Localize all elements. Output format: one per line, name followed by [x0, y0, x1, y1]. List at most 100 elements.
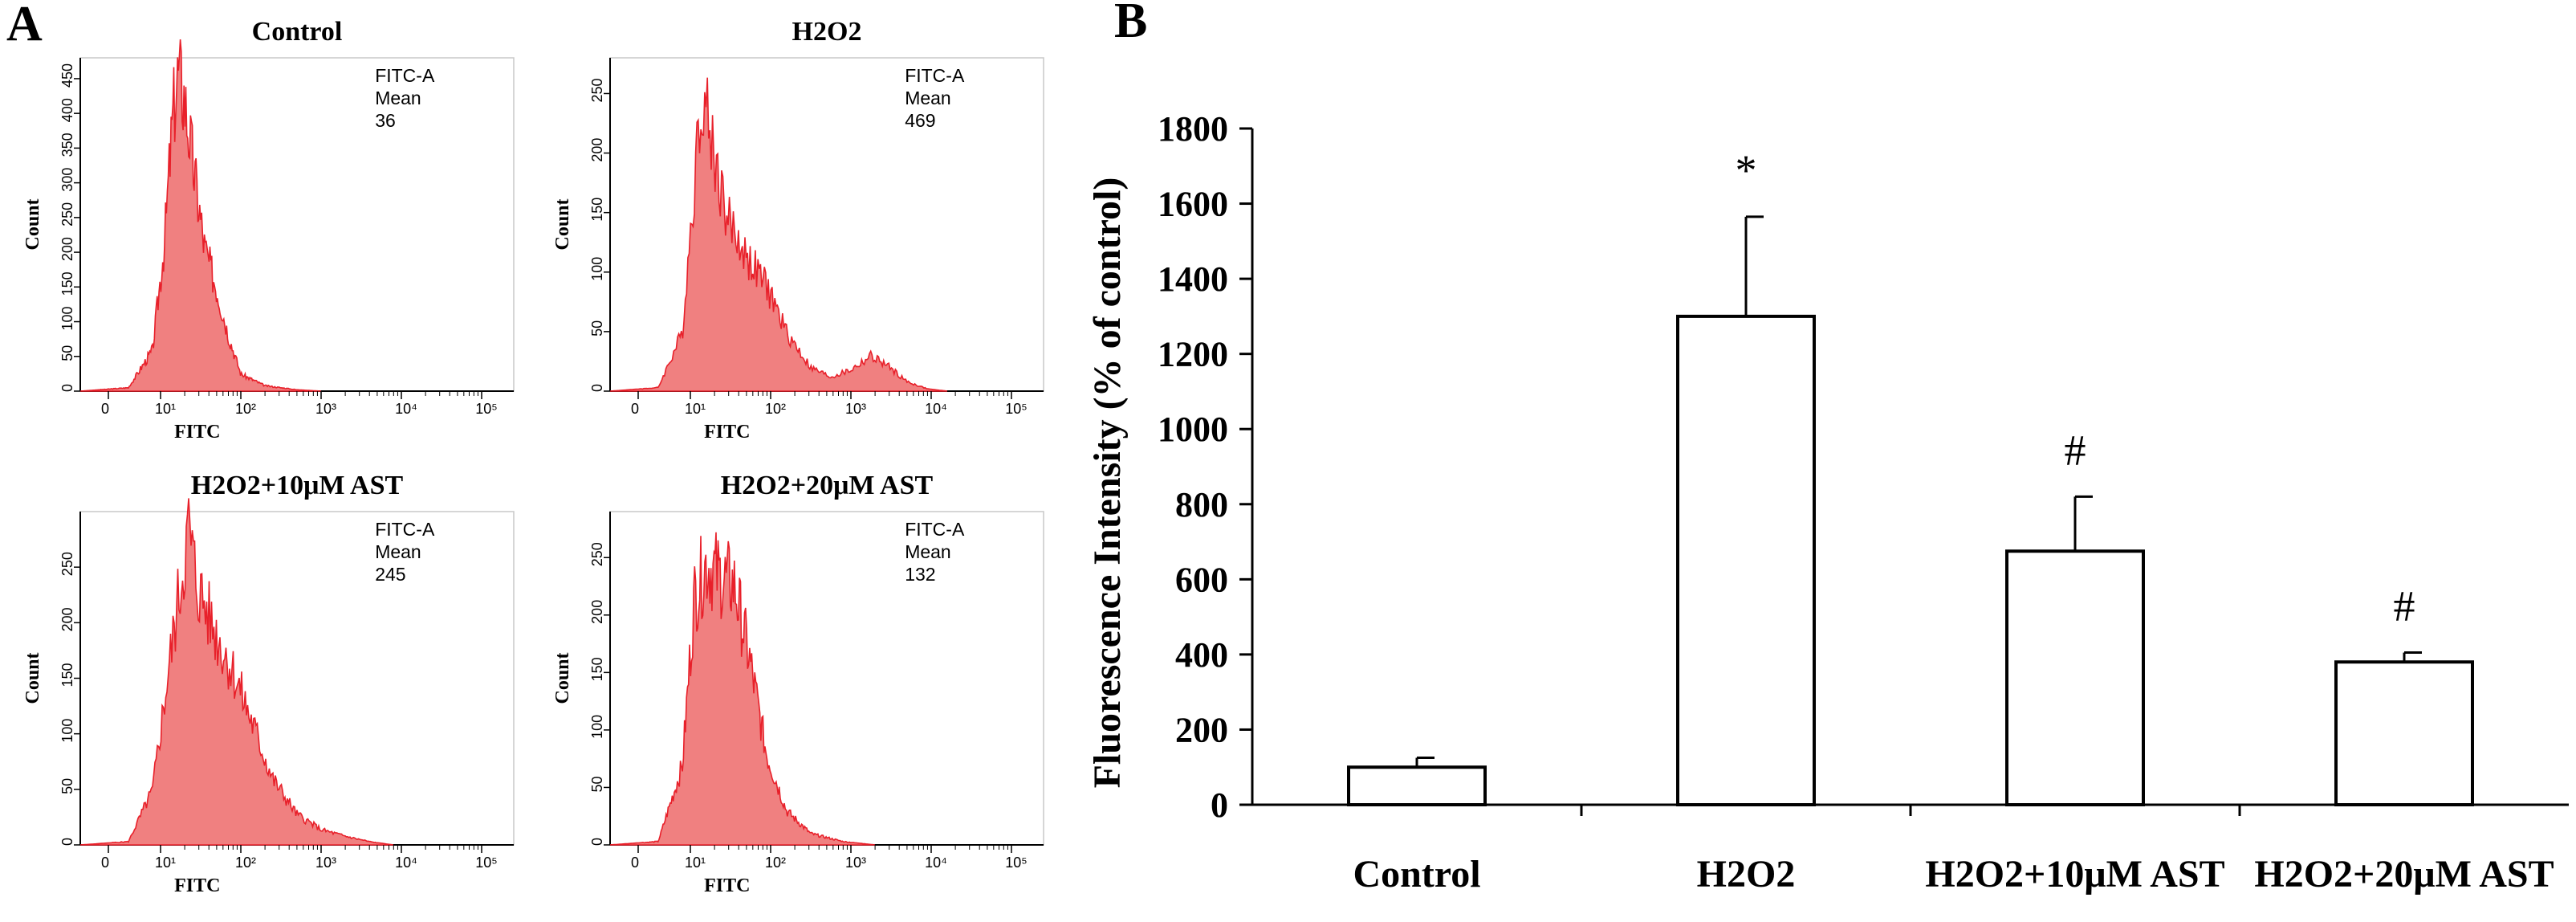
x-tick-label: 10¹ [685, 855, 706, 871]
stat-label: Mean [905, 88, 951, 108]
y-axis-title: Count [22, 652, 43, 704]
x-tick-label: 10² [765, 401, 786, 417]
x-tick-label: 0 [101, 855, 109, 871]
x-axis-title: FITC [174, 875, 220, 896]
histogram-distribution [79, 39, 322, 392]
y-tick-label: 250 [589, 542, 605, 566]
x-tick-label: 10⁴ [925, 855, 947, 871]
y-tick-label: 200 [59, 607, 75, 631]
histogram-control: Control 0 50 100 150 200 250 300 350 400 450 0 10¹ 10… [22, 17, 515, 443]
y-axis-title: Count [552, 198, 573, 250]
bar-y-tick-label: 1800 [1158, 109, 1228, 149]
x-tick-label: 0 [101, 401, 109, 417]
histogram-distribution [609, 532, 876, 846]
y-tick-label: 0 [589, 384, 605, 392]
bar-y-tick-label: 1600 [1158, 185, 1228, 224]
histogram-h2o2-10um-ast: H2O2+10μM AST 0 50 100 150 200 250 0 10¹ 10² 10³ 10… [22, 471, 515, 896]
histogram-distribution [79, 498, 394, 846]
y-tick-label: 150 [59, 271, 75, 296]
x-tick-label: 10⁴ [395, 855, 417, 871]
x-tick-label: 10⁴ [395, 401, 417, 417]
bar-significance-marker: # [2394, 582, 2415, 630]
bar-y-tick-label: 200 [1175, 710, 1228, 749]
x-tick-label: 0 [631, 401, 639, 417]
bar-y-tick-label: 1200 [1158, 335, 1228, 374]
stat-channel: FITC-A [905, 65, 965, 86]
x-tick-label: 10⁵ [475, 401, 497, 417]
bar-y-tick-label: 400 [1175, 635, 1228, 675]
y-axis-title: Count [552, 652, 573, 704]
y-tick-label: 250 [59, 552, 75, 576]
x-tick-label: 10³ [845, 855, 866, 871]
bar-chart: 0 200 400 600 800 1000 1200 1400 1600 1800 Fluores… [1086, 109, 2569, 895]
stat-channel: FITC-A [905, 519, 965, 540]
bar-y-tick-label: 0 [1211, 785, 1228, 825]
x-tick-label: 10⁴ [925, 401, 947, 417]
bar-y-tick-label: 1400 [1158, 259, 1228, 299]
y-tick-label: 50 [59, 778, 75, 794]
y-axis-title: Count [22, 198, 43, 250]
y-tick-label: 250 [589, 78, 605, 102]
y-tick-label: 200 [589, 600, 605, 624]
y-tick-label: 100 [589, 257, 605, 281]
x-tick-label: 10⁵ [1005, 855, 1027, 871]
stat-label: Mean [375, 88, 421, 108]
x-tick-label: 10¹ [155, 401, 176, 417]
x-tick-label: 10⁵ [475, 855, 497, 871]
x-tick-label: 10³ [845, 401, 866, 417]
y-tick-label: 200 [59, 237, 75, 261]
y-tick-label: 350 [59, 133, 75, 157]
bar [2005, 549, 2145, 806]
y-tick-label: 100 [59, 307, 75, 331]
x-axis-title: FITC [704, 875, 750, 896]
bar [2334, 660, 2474, 806]
bar-y-axis-title: Fluorescence Intensity (% of control) [1086, 177, 1129, 789]
y-tick-label: 0 [59, 384, 75, 392]
stat-mean-value: 245 [375, 564, 405, 585]
bar-category-label: H2O2+20μM AST [2254, 853, 2554, 895]
stat-mean-value: 132 [905, 564, 935, 585]
y-tick-label: 50 [589, 776, 605, 792]
y-tick-label: 150 [59, 663, 75, 687]
stat-channel: FITC-A [375, 519, 435, 540]
x-tick-label: 10³ [315, 401, 336, 417]
histogram-title: Control [252, 17, 343, 47]
bar-y-tick-label: 600 [1175, 560, 1228, 599]
bar [1676, 314, 1816, 806]
x-tick-label: 10¹ [155, 855, 176, 871]
stat-label: Mean [375, 541, 421, 562]
bar-category-label: H2O2+10μM AST [1925, 853, 2224, 895]
histogram-distribution [609, 77, 948, 392]
histogram-plot-area [79, 57, 515, 392]
stat-label: Mean [905, 541, 951, 562]
stat-mean-value: 36 [375, 110, 396, 131]
x-tick-label: 10² [235, 401, 256, 417]
histogram-plot-area [79, 511, 515, 846]
x-tick-label: 0 [631, 855, 639, 871]
stat-mean-value: 469 [905, 110, 935, 131]
bar-category-label: H2O2 [1697, 853, 1796, 895]
bar-y-tick-label: 800 [1175, 485, 1228, 524]
y-tick-label: 0 [59, 838, 75, 846]
panel-b-letter: B [1114, 0, 1147, 48]
histogram-title: H2O2 [792, 17, 862, 47]
y-tick-label: 50 [59, 345, 75, 361]
histogram-plot-area [609, 57, 1044, 392]
x-tick-label: 10⁵ [1005, 401, 1027, 417]
y-tick-label: 0 [589, 838, 605, 846]
y-tick-label: 250 [59, 202, 75, 226]
y-tick-label: 100 [589, 715, 605, 739]
histogram-title: H2O2+20μM AST [721, 471, 934, 500]
bar [1347, 765, 1487, 807]
x-axis-title: FITC [704, 422, 750, 443]
y-tick-label: 150 [589, 657, 605, 681]
histogram-h2o2-20um-ast: H2O2+20μM AST 0 50 100 150 200 250 0 10¹ 10² 10³ 10… [552, 471, 1044, 896]
histogram-h2o2: H2O2 0 50 100 150 200 250 0 10¹ 10² 10³ 10⁴ 10⁵ FITC C… [552, 17, 1044, 443]
y-tick-label: 200 [589, 138, 605, 162]
x-tick-label: 10² [235, 855, 256, 871]
y-tick-label: 100 [59, 719, 75, 743]
x-tick-label: 10² [765, 855, 786, 871]
histogram-title: H2O2+10μM AST [191, 471, 404, 500]
y-tick-label: 450 [59, 63, 75, 88]
